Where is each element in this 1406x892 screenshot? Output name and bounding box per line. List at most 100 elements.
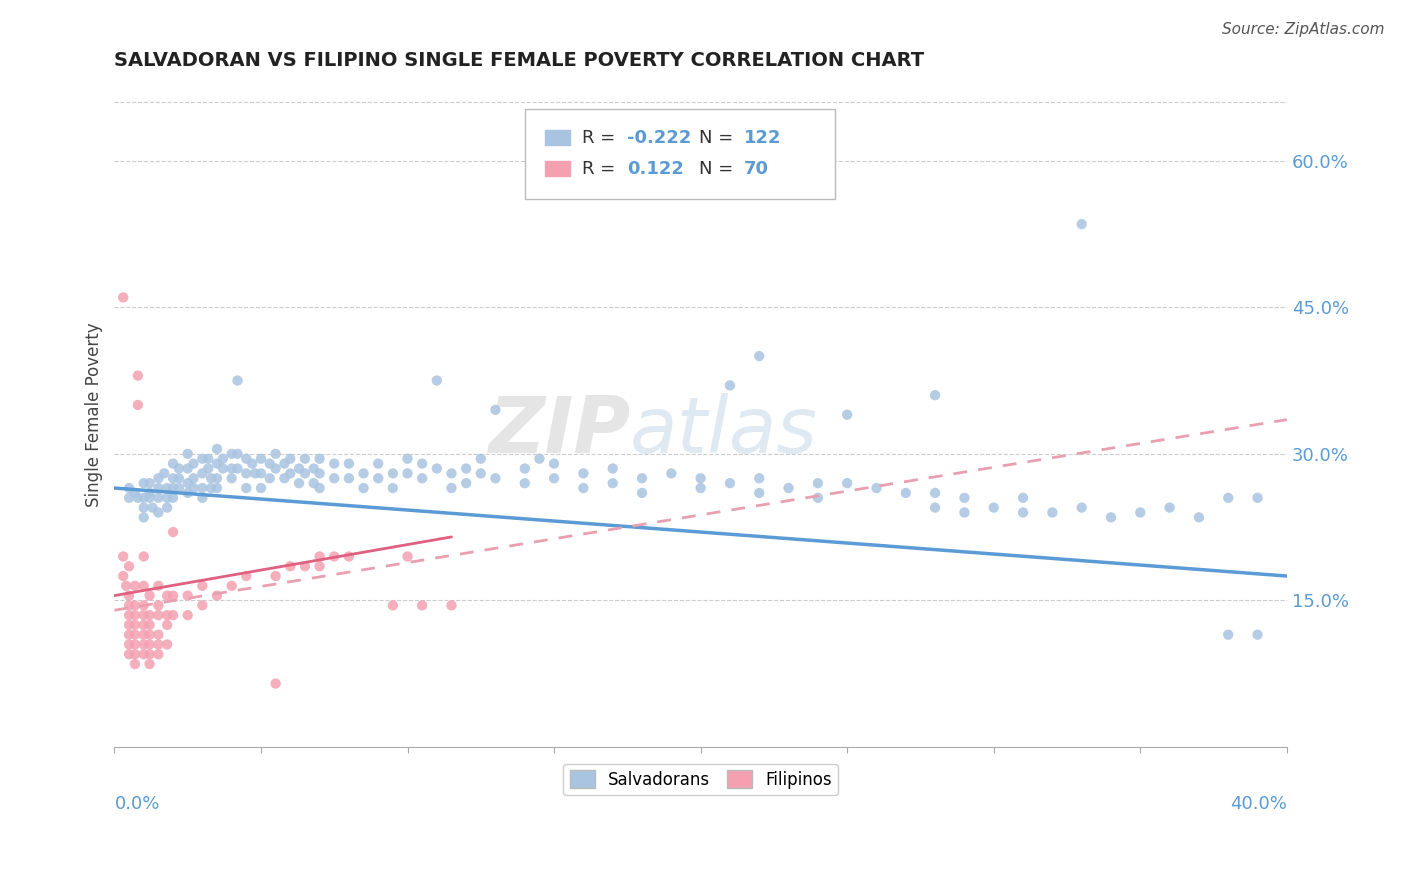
Point <box>118 491 141 505</box>
Text: -0.222: -0.222 <box>627 128 692 146</box>
Point <box>138 618 160 632</box>
Point <box>221 471 243 485</box>
Point <box>308 451 330 466</box>
Point <box>718 378 741 392</box>
Text: N =: N = <box>699 160 740 178</box>
Point <box>1159 500 1181 515</box>
FancyBboxPatch shape <box>524 109 835 199</box>
Point <box>167 461 190 475</box>
Point <box>112 290 135 304</box>
Point <box>153 467 176 481</box>
Point <box>191 579 214 593</box>
Point <box>953 491 976 505</box>
Point <box>118 481 141 495</box>
Point <box>440 481 463 495</box>
Point <box>191 599 214 613</box>
Point <box>205 481 228 495</box>
Point <box>148 628 170 642</box>
Point <box>221 461 243 475</box>
Point <box>602 461 624 475</box>
Point <box>132 599 155 613</box>
Text: 0.122: 0.122 <box>627 160 683 178</box>
Point <box>200 481 222 495</box>
Point <box>529 451 551 466</box>
Point <box>718 476 741 491</box>
Point <box>924 500 946 515</box>
Point <box>894 486 917 500</box>
Point <box>176 589 198 603</box>
Point <box>456 461 478 475</box>
Point <box>118 637 141 651</box>
Point <box>1246 628 1268 642</box>
Point <box>337 457 360 471</box>
Point <box>118 608 141 623</box>
Point <box>212 461 235 475</box>
Point <box>221 447 243 461</box>
Point <box>381 467 404 481</box>
Point <box>748 486 770 500</box>
Point <box>308 549 330 564</box>
Point <box>924 388 946 402</box>
Point <box>273 457 295 471</box>
Point <box>1070 217 1092 231</box>
Point <box>205 442 228 456</box>
Point <box>259 471 281 485</box>
Point <box>288 476 311 491</box>
Text: R =: R = <box>582 160 621 178</box>
Point <box>543 457 565 471</box>
Point <box>226 461 249 475</box>
Point <box>124 618 146 632</box>
Point <box>243 467 266 481</box>
Point <box>115 579 138 593</box>
Point <box>396 549 419 564</box>
Point <box>132 618 155 632</box>
Point <box>162 608 184 623</box>
FancyBboxPatch shape <box>544 161 571 176</box>
Point <box>235 467 257 481</box>
Point <box>543 471 565 485</box>
Point <box>156 637 179 651</box>
Point <box>156 618 179 632</box>
Point <box>807 491 830 505</box>
Point <box>141 500 163 515</box>
Point <box>294 451 316 466</box>
Point <box>167 471 190 485</box>
Point <box>200 471 222 485</box>
Point <box>162 524 184 539</box>
Point <box>1246 491 1268 505</box>
Point <box>183 471 205 485</box>
Point <box>953 506 976 520</box>
Text: 40.0%: 40.0% <box>1230 795 1286 813</box>
Point <box>118 589 141 603</box>
Point <box>205 471 228 485</box>
Point <box>162 589 184 603</box>
Point <box>156 491 179 505</box>
Point <box>162 471 184 485</box>
Point <box>138 486 160 500</box>
Point <box>226 374 249 388</box>
Point <box>132 549 155 564</box>
Point <box>148 599 170 613</box>
Point <box>323 549 346 564</box>
Point <box>127 491 149 505</box>
Point <box>1012 506 1035 520</box>
Point <box>138 476 160 491</box>
Point <box>191 467 214 481</box>
Point <box>440 467 463 481</box>
Point <box>572 481 595 495</box>
Point <box>264 676 287 690</box>
Point <box>138 647 160 661</box>
Point <box>381 481 404 495</box>
Point <box>124 647 146 661</box>
Point <box>127 398 149 412</box>
Point <box>138 589 160 603</box>
Point <box>124 608 146 623</box>
Point <box>156 500 179 515</box>
Point <box>118 628 141 642</box>
Point <box>148 579 170 593</box>
Point <box>572 467 595 481</box>
Text: 70: 70 <box>744 160 769 178</box>
Point <box>183 481 205 495</box>
Point <box>250 451 273 466</box>
Point <box>132 628 155 642</box>
